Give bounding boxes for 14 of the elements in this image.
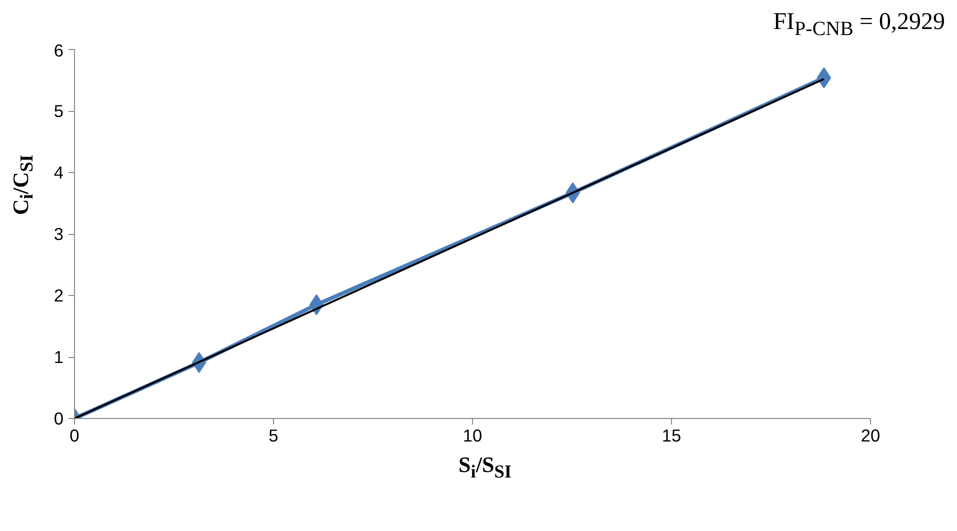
x-tick-label: 10 <box>462 426 482 446</box>
x-tick-label: 0 <box>70 426 80 446</box>
x-tick-label: 20 <box>860 426 880 446</box>
y-tick-label: 3 <box>54 224 64 244</box>
text: FI$_{P-CNB}$ = 0,2929 <box>773 9 945 40</box>
y-tick-label: 1 <box>54 347 64 367</box>
y-tick-label: 6 <box>54 40 64 60</box>
x-tick-label: 5 <box>268 426 278 446</box>
x-tick-label: 15 <box>662 426 682 446</box>
y-tick-label: 0 <box>54 408 64 428</box>
y-tick-label: 2 <box>54 286 64 306</box>
y-tick-label: 5 <box>54 101 64 121</box>
y-tick-label: 4 <box>54 162 64 182</box>
x-axis-title: S$_{i}$/S$_{SI}$ <box>457 451 513 484</box>
